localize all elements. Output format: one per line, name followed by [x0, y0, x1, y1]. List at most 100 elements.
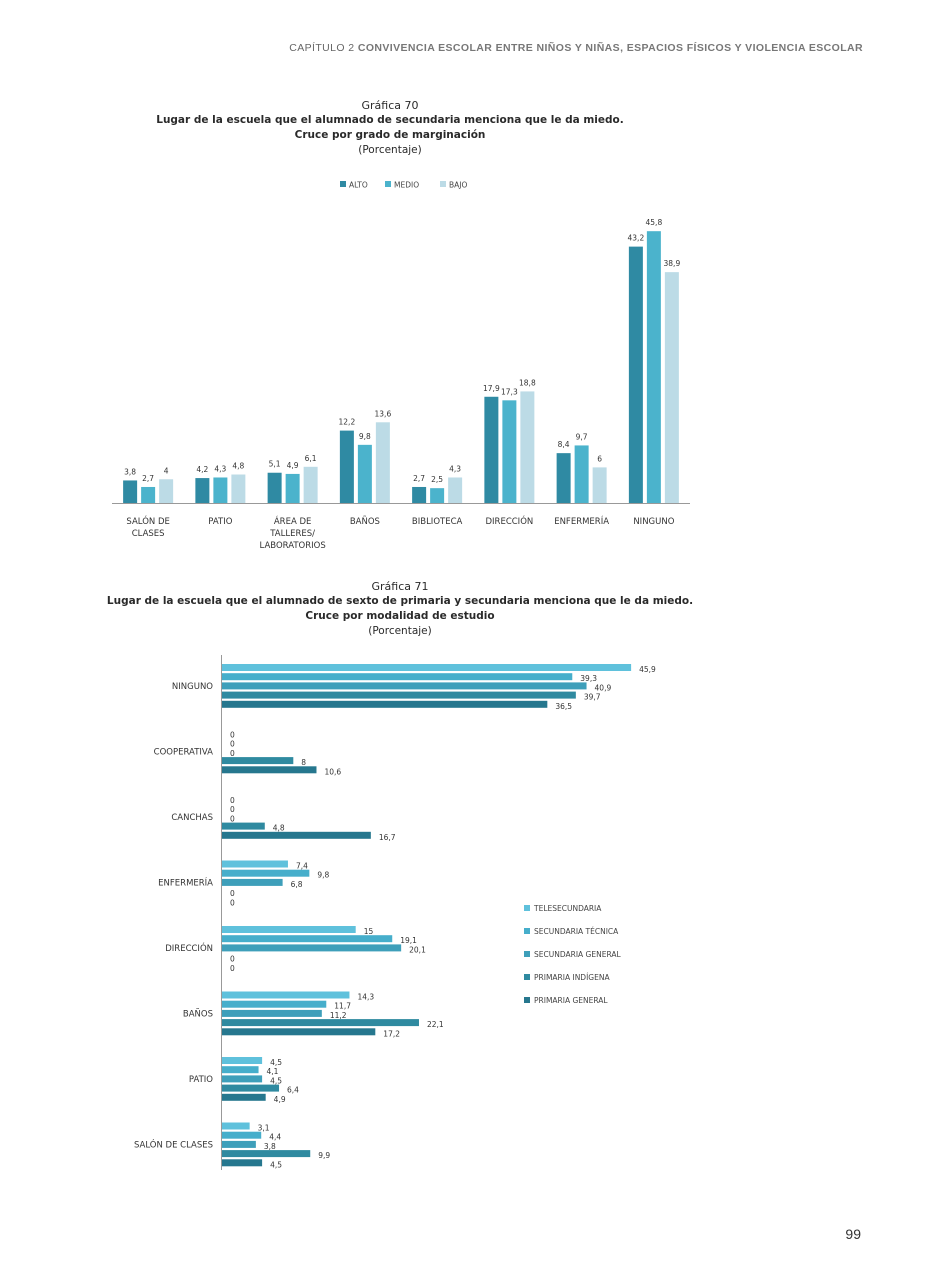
hbar-label-3-2: 6,8 [291, 880, 303, 889]
hbar-label-3-1: 9,8 [317, 871, 329, 880]
hbar-label-6-4: 4,9 [274, 1095, 286, 1104]
legend-label-1: SECUNDARIA TÉCNICA [534, 927, 619, 936]
hbar-label-0-2: 40,9 [595, 683, 612, 692]
hbar-0-4 [222, 700, 548, 708]
hbar-0-0 [222, 664, 632, 671]
hbar-label-6-0: 4,5 [270, 1058, 282, 1067]
chart70-unit: (Porcentaje) [358, 144, 422, 156]
legend-label-3: PRIMARIA INDÍGENA [534, 973, 610, 982]
bar-medio-1 [213, 477, 228, 503]
hbar-label-0-4: 36,5 [555, 702, 572, 711]
legend-label-medio: MEDIO [394, 181, 419, 190]
data-label-bajo-4: 4,3 [449, 464, 461, 473]
data-label-alto-6: 8,4 [558, 440, 570, 449]
data-label-bajo-0: 4 [164, 466, 169, 475]
hbar-7-0 [222, 1122, 250, 1130]
legend-swatch-bajo [440, 181, 446, 187]
hbar-5-1 [222, 1000, 327, 1008]
hbar-6-2 [222, 1075, 263, 1083]
data-label-bajo-2: 6,1 [305, 454, 317, 463]
data-label-bajo-1: 4,8 [232, 462, 244, 471]
hbar-label-5-0: 14,3 [357, 993, 374, 1002]
data-label-medio-5: 17,3 [501, 387, 518, 396]
category-label-2-0: ÁREA DE [274, 515, 312, 527]
data-label-medio-1: 4,3 [214, 464, 226, 473]
hbar-label-2-4: 16,7 [379, 833, 396, 842]
data-label-alto-0: 3,8 [124, 467, 136, 476]
hbar-label-5-3: 22,1 [427, 1020, 444, 1029]
hbar-7-1 [222, 1131, 262, 1139]
category-label-1: COOPERATIVA [154, 747, 213, 757]
legend-swatch-3 [524, 974, 530, 980]
hbar-label-5-4: 17,2 [383, 1029, 400, 1038]
hbar-5-2 [222, 1009, 322, 1017]
bar-alto-2 [267, 472, 282, 503]
hbar-0-2 [222, 682, 587, 690]
category-label-5-0: DIRECCIÓN [485, 515, 533, 527]
hbar-label-5-1: 11,7 [334, 1002, 351, 1011]
hbar-label-2-0: 0 [230, 796, 235, 805]
bar-medio-4 [430, 488, 445, 503]
chart70-number: Gráfica 70 [361, 99, 419, 112]
data-label-medio-4: 2,5 [431, 475, 443, 484]
data-label-bajo-5: 18,8 [519, 378, 536, 387]
data-label-medio-3: 9,8 [359, 432, 371, 441]
hbar-4-1 [222, 935, 393, 943]
bar-bajo-6 [592, 467, 607, 503]
category-label-0-1: CLASES [132, 529, 165, 539]
category-label-6-0: ENFERMERÍA [554, 515, 609, 527]
chart71-bar-chart: 45,939,340,939,736,5NINGUNO000810,6COOPE… [134, 655, 656, 1170]
hbar-label-1-0: 0 [230, 731, 235, 740]
hbar-label-7-4: 4,5 [270, 1160, 282, 1169]
hbar-6-4 [222, 1093, 266, 1101]
hbar-label-1-3: 8 [301, 758, 306, 767]
hbar-7-3 [222, 1150, 311, 1158]
legend-label-0: TELESECUNDARIA [533, 904, 602, 913]
data-label-alto-5: 17,9 [483, 384, 500, 393]
hbar-label-6-3: 6,4 [287, 1086, 299, 1095]
hbar-label-3-0: 7,4 [296, 862, 308, 871]
bar-medio-0 [141, 486, 156, 503]
bar-bajo-0 [159, 479, 174, 503]
hbar-6-3 [222, 1084, 280, 1092]
category-label-7: SALÓN DE CLASES [134, 1138, 213, 1150]
chart70-subtitle: Cruce por grado de marginación [294, 129, 486, 141]
chart70-title-block: Gráfica 70 Lugar de la escuela que el al… [120, 98, 660, 158]
legend-label-alto: ALTO [349, 181, 368, 190]
data-label-alto-3: 12,2 [339, 418, 356, 427]
category-label-2: CANCHAS [171, 813, 213, 823]
hbar-label-7-3: 9,9 [318, 1151, 330, 1160]
hbar-label-7-1: 4,4 [269, 1133, 281, 1142]
category-label-4: DIRECCIÓN [165, 942, 213, 954]
hbar-label-0-1: 39,3 [580, 674, 597, 683]
legend-swatch-alto [340, 181, 346, 187]
hbar-3-2 [222, 878, 283, 886]
chart71-unit: (Porcentaje) [368, 625, 432, 637]
bar-bajo-7 [664, 272, 679, 503]
hbar-label-6-2: 4,5 [270, 1076, 282, 1085]
hbar-3-0 [222, 860, 288, 868]
running-header: CAPÍTULO 2 CONVIVENCIA ESCOLAR ENTRE NIÑ… [289, 42, 863, 54]
bar-medio-3 [357, 444, 372, 503]
category-label-2-2: LABORATORIOS [260, 541, 326, 551]
bar-bajo-2 [303, 466, 318, 503]
chart71-number: Gráfica 71 [371, 580, 429, 593]
data-label-medio-6: 9,7 [576, 432, 588, 441]
legend-label-4: PRIMARIA GENERAL [534, 996, 608, 1005]
hbar-label-2-2: 0 [230, 814, 235, 823]
bar-bajo-4 [448, 477, 463, 503]
category-label-2-1: TALLERES/ [269, 529, 315, 539]
data-label-bajo-7: 38,9 [664, 259, 681, 268]
bar-alto-4 [412, 486, 427, 503]
hbar-5-0 [222, 991, 350, 999]
legend-swatch-2 [524, 951, 530, 957]
legend-swatch-medio [385, 181, 391, 187]
hbar-4-0 [222, 926, 356, 933]
hbar-4-2 [222, 944, 402, 952]
hbar-label-6-1: 4,1 [267, 1067, 279, 1076]
hbar-label-5-2: 11,2 [330, 1011, 347, 1020]
bar-alto-0 [123, 480, 138, 503]
hbar-label-1-1: 0 [230, 740, 235, 749]
bar-medio-7 [646, 231, 661, 503]
chapter-topic: CONVIVENCIA ESCOLAR ENTRE NIÑOS Y NIÑAS,… [357, 42, 863, 54]
